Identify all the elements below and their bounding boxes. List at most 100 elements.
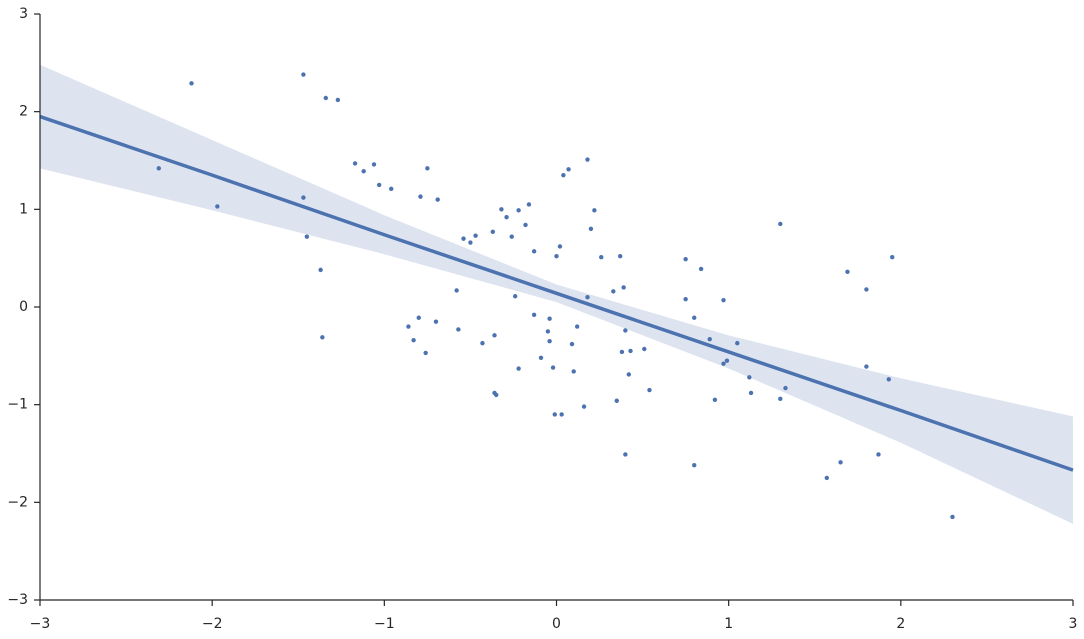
point (389, 186, 394, 192)
point (557, 244, 563, 249)
point (531, 249, 537, 254)
point (571, 369, 576, 374)
y-tick-label: 2 (19, 104, 28, 120)
y-tick-label: 0 (19, 299, 28, 315)
point (468, 240, 473, 245)
point (545, 329, 551, 334)
point (585, 157, 590, 162)
point (499, 207, 504, 212)
point (473, 233, 478, 238)
point (890, 254, 895, 260)
point (523, 222, 528, 228)
point (692, 315, 697, 320)
point (824, 475, 830, 481)
point (724, 358, 730, 363)
point (516, 366, 521, 371)
point (454, 288, 459, 293)
point (492, 333, 497, 338)
point (425, 166, 430, 171)
point (721, 297, 726, 303)
point (623, 328, 628, 333)
point (698, 266, 704, 272)
point (721, 361, 726, 366)
x-tick-label: 2 (896, 616, 905, 632)
point (406, 324, 411, 329)
point (480, 340, 485, 346)
point (747, 375, 752, 380)
point (461, 236, 466, 241)
y-tick-label: 1 (19, 201, 28, 217)
point (547, 316, 552, 321)
x-tick-label: −3 (30, 616, 51, 632)
y-tick-label: −1 (7, 397, 28, 413)
point (512, 294, 518, 299)
point (712, 397, 718, 402)
point (683, 256, 688, 262)
point (864, 364, 869, 369)
point (456, 327, 461, 332)
point (778, 396, 783, 402)
point (559, 412, 564, 417)
point (416, 315, 421, 320)
x-tick-label: 1 (724, 616, 733, 632)
point (619, 349, 625, 355)
point (876, 452, 881, 457)
point (352, 161, 358, 166)
point (614, 398, 619, 403)
point (538, 355, 544, 360)
point (618, 254, 623, 259)
point (509, 234, 514, 239)
point (569, 341, 575, 347)
point (301, 195, 306, 200)
point (494, 392, 499, 398)
point (623, 452, 628, 457)
point (592, 208, 597, 213)
x-tick-label: −2 (202, 616, 223, 632)
regression-line (39, 114, 1074, 472)
point (554, 254, 559, 259)
point (588, 226, 594, 232)
point (335, 97, 341, 103)
point (418, 194, 423, 199)
point (845, 269, 850, 275)
point (692, 463, 697, 468)
point (504, 214, 509, 220)
point (838, 460, 843, 465)
point (304, 234, 310, 239)
point (778, 221, 783, 227)
point (707, 337, 712, 342)
point (642, 346, 647, 352)
point (318, 267, 323, 273)
point (647, 387, 652, 393)
point (628, 348, 633, 354)
point (886, 377, 891, 382)
point (320, 335, 325, 340)
point (950, 514, 955, 520)
point (864, 287, 869, 292)
point (361, 169, 366, 174)
point (783, 385, 788, 391)
point (585, 295, 590, 300)
point (371, 162, 377, 167)
point (566, 167, 571, 172)
point (189, 81, 194, 86)
point (433, 319, 439, 324)
point (581, 404, 587, 409)
point (301, 72, 306, 77)
point (621, 285, 626, 290)
point (611, 289, 616, 294)
point (490, 229, 495, 234)
y-tick-label: 3 (19, 6, 28, 22)
point (748, 390, 754, 396)
point (547, 338, 552, 344)
x-tick-label: 3 (1069, 616, 1078, 632)
point (531, 312, 537, 318)
point (735, 340, 740, 346)
point (435, 197, 440, 202)
y-tick-label: −3 (7, 592, 28, 608)
point (574, 324, 580, 329)
point (526, 202, 532, 207)
point (599, 254, 604, 260)
